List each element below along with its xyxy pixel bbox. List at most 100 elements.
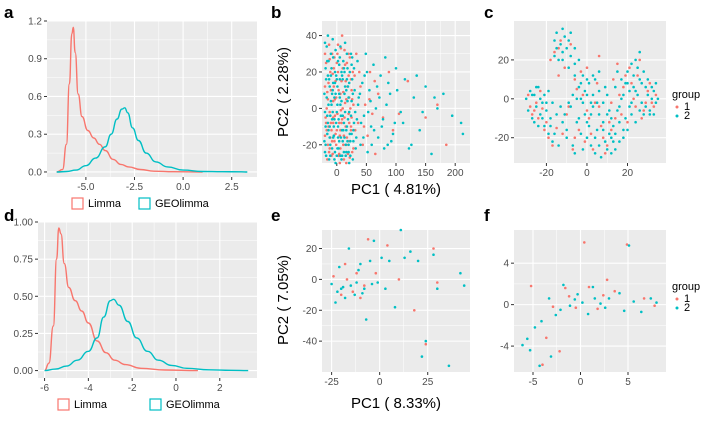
- scatter-point-group-2: [359, 262, 362, 266]
- scatter-point-group-1: [359, 85, 362, 88]
- scatter-point-group-1: [337, 154, 340, 157]
- scatter-point-group-2: [433, 96, 436, 99]
- scatter-point-group-1: [626, 120, 629, 124]
- scatter-point-group-1: [614, 117, 617, 120]
- legend-label-group-2: 2: [684, 302, 690, 314]
- scatter-point-group-1: [397, 112, 401, 116]
- scatter-point-group-2: [573, 46, 577, 50]
- scatter-point-group-2: [640, 101, 643, 104]
- scatter-point-group-2: [614, 85, 617, 89]
- y-tick-label: 20: [306, 244, 318, 255]
- scatter-point-group-1: [339, 108, 343, 112]
- x-tick-label: -25: [324, 377, 339, 388]
- scatter-point-group-2: [569, 54, 572, 58]
- panel-b: b 0 50 100 150 200 -20 0 20 40 PC1 ( 4.81%) PC2 ( 2…: [271, 3, 470, 198]
- plot-background: [514, 21, 666, 163]
- scatter-point-group-2: [599, 302, 602, 305]
- scatter-point-group-1: [345, 278, 349, 281]
- scatter-point-group-1: [567, 105, 570, 108]
- scatter-point-group-2: [459, 271, 462, 275]
- x-tick-label: -4: [84, 383, 93, 394]
- scatter-point-group-2: [632, 74, 635, 77]
- scatter-point-group-2: [591, 285, 595, 289]
- scatter-point-group-2: [526, 337, 529, 341]
- scatter-point-group-2: [339, 45, 342, 48]
- scatter-point-group-2: [597, 89, 601, 93]
- scatter-point-group-2: [576, 293, 579, 296]
- panel-letter-a: a: [4, 3, 14, 22]
- scatter-point-group-2: [341, 139, 345, 143]
- scatter-point-group-2: [577, 58, 581, 62]
- scatter-point-group-2: [363, 287, 366, 291]
- scatter-point-group-2: [325, 96, 329, 99]
- scatter-point-group-1: [351, 290, 355, 294]
- scatter-point-group-2: [384, 56, 387, 59]
- scatter-point-group-1: [363, 103, 367, 106]
- scatter-point-group-1: [634, 105, 637, 108]
- y-tick-label: 4: [503, 259, 509, 270]
- scatter-point-group-2: [644, 85, 647, 89]
- y-tick-label: -40: [303, 337, 318, 348]
- scatter-point-group-2: [616, 109, 619, 112]
- scatter-point-group-2: [642, 70, 645, 73]
- scatter-point-group-2: [366, 150, 369, 154]
- scatter-point-group-2: [607, 297, 611, 300]
- scatter-point-group-2: [567, 101, 570, 104]
- scatter-point-group-1: [340, 34, 344, 37]
- x-tick-label: 5: [625, 377, 631, 388]
- scatter-point-group-2: [648, 113, 652, 116]
- scatter-point-group-2: [336, 103, 339, 106]
- scatter-point-group-1: [343, 48, 346, 52]
- scatter-point-group-2: [372, 239, 376, 243]
- scatter-point-group-1: [352, 103, 355, 106]
- scatter-point-group-2: [326, 132, 329, 136]
- scatter-point-group-2: [363, 74, 366, 77]
- x-tick-label: 100: [388, 168, 405, 179]
- scatter-point-group-2: [361, 292, 364, 295]
- scatter-point-group-1: [574, 306, 578, 310]
- scatter-point-group-1: [650, 101, 654, 104]
- scatter-point-group-1: [371, 112, 374, 116]
- scatter-point-group-1: [340, 121, 343, 125]
- scatter-point-group-2: [326, 121, 330, 125]
- scatter-point-group-1: [445, 143, 448, 147]
- scatter-point-group-2: [569, 105, 572, 108]
- scatter-point-group-2: [573, 62, 577, 66]
- scatter-point-group-2: [328, 85, 332, 88]
- scatter-point-group-2: [533, 120, 536, 124]
- y-tick-label: 0.75: [14, 255, 34, 266]
- legend-key-limma: [71, 197, 84, 210]
- scatter-point-group-2: [339, 136, 343, 139]
- scatter-point-group-2: [562, 283, 565, 287]
- scatter-point-group-2: [524, 97, 528, 101]
- scatter-point-group-1: [581, 93, 585, 97]
- scatter-point-group-2: [327, 158, 331, 161]
- scatter-point-group-1: [387, 70, 391, 74]
- scatter-point-group-2: [622, 136, 625, 139]
- scatter-point-group-2: [589, 101, 593, 104]
- panel-d: d -6 -4 -2 0 2 0.00 0.25 0.50 0.75 1.00 Limma GEOlim…: [4, 206, 257, 411]
- scatter-point-group-2: [350, 132, 353, 136]
- scatter-point-group-2: [436, 287, 439, 291]
- scatter-point-group-2: [610, 136, 613, 139]
- scatter-point-group-2: [640, 81, 643, 85]
- scatter-point-group-2: [368, 259, 372, 263]
- scatter-point-group-2: [376, 281, 380, 284]
- scatter-point-group-2: [351, 158, 355, 161]
- scatter-point-group-2: [603, 306, 607, 310]
- scatter-point-group-2: [577, 85, 581, 89]
- scatter-point-group-1: [640, 117, 643, 120]
- scatter-point-group-1: [573, 78, 577, 81]
- scatter-point-group-1: [332, 275, 335, 278]
- y-tick-label: 0: [311, 104, 317, 115]
- scatter-point-group-1: [585, 109, 589, 112]
- y-tick-label: 0.0: [28, 167, 42, 178]
- scatter-point-group-1: [325, 128, 329, 132]
- scatter-point-group-2: [391, 132, 395, 136]
- scatter-point-group-2: [331, 81, 335, 85]
- scatter-point-group-1: [597, 54, 601, 58]
- scatter-point-group-2: [344, 143, 348, 147]
- scatter-point-group-2: [638, 78, 641, 81]
